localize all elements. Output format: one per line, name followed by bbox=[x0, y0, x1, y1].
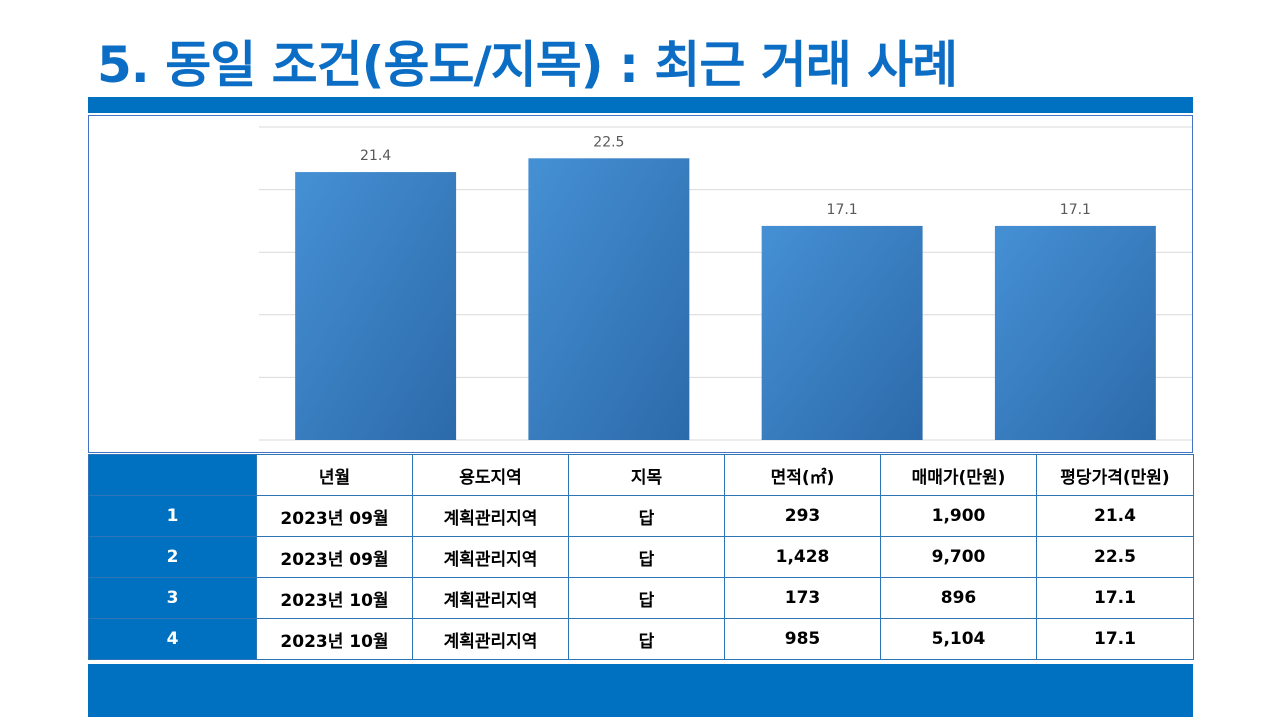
table-row: 4 2023년 10월 계획관리지역 답 985 5,104 17.1 bbox=[88, 618, 1194, 660]
table-corner-cell bbox=[88, 454, 257, 496]
table-row: 3 2023년 10월 계획관리지역 답 173 896 17.1 bbox=[88, 577, 1194, 619]
table-row: 1 2023년 09월 계획관리지역 답 293 1,900 21.4 bbox=[88, 495, 1194, 537]
cell-land-type: 답 bbox=[568, 618, 725, 660]
cell-price-per-pyeong: 17.1 bbox=[1036, 577, 1194, 619]
cell-area: 985 bbox=[724, 618, 881, 660]
data-label-1: 21.4 bbox=[360, 148, 391, 164]
cell-land-type: 답 bbox=[568, 536, 725, 578]
table-row: 2 2023년 09월 계획관리지역 답 1,428 9,700 22.5 bbox=[88, 536, 1194, 578]
header-area: 면적(㎡) bbox=[724, 454, 881, 496]
cell-price-per-pyeong: 17.1 bbox=[1036, 618, 1194, 660]
bar-chart: 21.4 22.5 17.1 17.1 bbox=[88, 115, 1193, 453]
bar-1 bbox=[295, 172, 457, 440]
cell-price-per-pyeong: 21.4 bbox=[1036, 495, 1194, 537]
row-index: 1 bbox=[88, 495, 257, 537]
bar-4 bbox=[994, 225, 1156, 440]
cell-land-type: 답 bbox=[568, 495, 725, 537]
data-labels: 21.4 22.5 17.1 17.1 bbox=[360, 134, 1091, 218]
cell-price: 896 bbox=[880, 577, 1037, 619]
cell-price: 1,900 bbox=[880, 495, 1037, 537]
cell-zone: 계획관리지역 bbox=[412, 495, 569, 537]
bar-2 bbox=[528, 158, 690, 441]
transaction-table: 년월 용도지역 지목 면적(㎡) 매매가(만원) 평당가격(만원) 1 2023… bbox=[88, 454, 1194, 660]
header-date: 년월 bbox=[256, 454, 413, 496]
cell-area: 1,428 bbox=[724, 536, 881, 578]
data-label-2: 22.5 bbox=[593, 134, 624, 150]
row-index: 4 bbox=[88, 618, 257, 660]
cell-price-per-pyeong: 22.5 bbox=[1036, 536, 1194, 578]
cell-date: 2023년 10월 bbox=[256, 618, 413, 660]
cell-land-type: 답 bbox=[568, 577, 725, 619]
title-underline-bar bbox=[88, 97, 1193, 113]
cell-zone: 계획관리지역 bbox=[412, 536, 569, 578]
cell-price: 9,700 bbox=[880, 536, 1037, 578]
slide-title: 5. 동일 조건(용도/지목) : 최근 거래 사례 bbox=[97, 36, 958, 94]
cell-area: 173 bbox=[724, 577, 881, 619]
header-zone: 용도지역 bbox=[412, 454, 569, 496]
header-land-type: 지목 bbox=[568, 454, 725, 496]
bar-3 bbox=[761, 225, 923, 440]
row-index: 3 bbox=[88, 577, 257, 619]
bars bbox=[295, 158, 1156, 441]
header-price-per-pyeong: 평당가격(만원) bbox=[1036, 454, 1194, 496]
cell-zone: 계획관리지역 bbox=[412, 577, 569, 619]
footer-bar bbox=[88, 662, 1193, 717]
data-label-4: 17.1 bbox=[1060, 202, 1091, 218]
cell-date: 2023년 10월 bbox=[256, 577, 413, 619]
cell-price: 5,104 bbox=[880, 618, 1037, 660]
cell-area: 293 bbox=[724, 495, 881, 537]
bar-chart-svg: 21.4 22.5 17.1 17.1 bbox=[259, 126, 1192, 441]
cell-zone: 계획관리지역 bbox=[412, 618, 569, 660]
row-index: 2 bbox=[88, 536, 257, 578]
cell-date: 2023년 09월 bbox=[256, 495, 413, 537]
cell-date: 2023년 09월 bbox=[256, 536, 413, 578]
table-header-row: 년월 용도지역 지목 면적(㎡) 매매가(만원) 평당가격(만원) bbox=[88, 454, 1194, 496]
data-label-3: 17.1 bbox=[827, 202, 858, 218]
header-price: 매매가(만원) bbox=[880, 454, 1037, 496]
